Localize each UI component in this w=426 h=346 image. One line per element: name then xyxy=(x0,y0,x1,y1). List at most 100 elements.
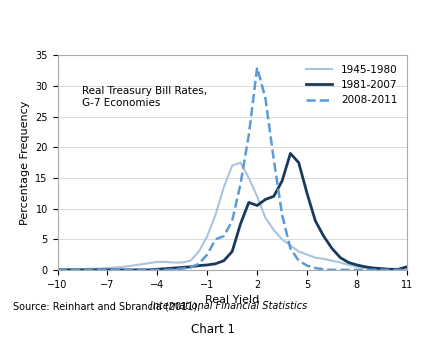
2008-2011 xyxy=(279,213,285,217)
2008-2011 xyxy=(305,264,310,268)
1981-2007 xyxy=(363,265,368,269)
1981-2007 xyxy=(171,266,176,270)
1945-1980 xyxy=(213,213,218,217)
X-axis label: Real Yield: Real Yield xyxy=(205,295,259,305)
1945-1980 xyxy=(188,258,193,263)
1981-2007 xyxy=(404,265,409,269)
1981-2007 xyxy=(279,179,285,183)
2008-2011 xyxy=(88,268,93,272)
1945-1980 xyxy=(388,267,393,271)
1981-2007 xyxy=(305,191,310,195)
1945-1980 xyxy=(138,262,143,266)
1945-1980 xyxy=(271,228,276,232)
1981-2007 xyxy=(147,268,152,272)
2008-2011 xyxy=(363,268,368,272)
2008-2011 xyxy=(97,268,102,272)
2008-2011 xyxy=(130,268,135,272)
1945-1980 xyxy=(255,194,260,198)
2008-2011 xyxy=(388,268,393,272)
1981-2007 xyxy=(230,249,235,254)
1945-1980 xyxy=(204,234,210,238)
2008-2011 xyxy=(321,267,326,271)
2008-2011 xyxy=(221,234,226,238)
1981-2007 xyxy=(88,268,93,272)
1981-2007 xyxy=(72,268,77,272)
1945-1980 xyxy=(88,266,93,271)
1981-2007 xyxy=(221,258,226,263)
1945-1980 xyxy=(354,265,360,269)
2008-2011 xyxy=(238,182,243,186)
1945-1980 xyxy=(113,265,118,270)
1945-1980 xyxy=(196,249,201,254)
2008-2011 xyxy=(213,237,218,241)
1981-2007 xyxy=(313,219,318,223)
1981-2007 xyxy=(246,200,251,204)
1981-2007 xyxy=(238,222,243,226)
2008-2011 xyxy=(404,268,409,272)
1981-2007 xyxy=(338,256,343,260)
1945-1980 xyxy=(305,253,310,257)
Text: Source: Reinhart and Sbrancia (2011),: Source: Reinhart and Sbrancia (2011), xyxy=(13,301,203,311)
1981-2007 xyxy=(163,266,168,271)
1981-2007 xyxy=(354,263,360,267)
1981-2007 xyxy=(379,266,384,271)
2008-2011 xyxy=(196,262,201,266)
1945-1980 xyxy=(379,267,384,271)
2008-2011 xyxy=(138,268,143,272)
1945-1980 xyxy=(121,265,127,269)
2008-2011 xyxy=(296,258,301,263)
2008-2011 xyxy=(329,268,334,272)
1945-1980 xyxy=(396,267,401,271)
1945-1980 xyxy=(296,249,301,254)
1981-2007 xyxy=(180,265,185,270)
2008-2011 xyxy=(255,65,260,70)
1945-1980 xyxy=(155,260,160,264)
2008-2011 xyxy=(113,268,118,272)
2008-2011 xyxy=(288,246,293,251)
1981-2007 xyxy=(80,268,85,272)
1981-2007 xyxy=(263,197,268,201)
Text: Real Treasury Bill Rates,
G-7 Economies: Real Treasury Bill Rates, G-7 Economies xyxy=(83,86,207,108)
2008-2011 xyxy=(354,268,360,272)
1945-1980 xyxy=(246,176,251,180)
Text: Ribbet: Ribbet xyxy=(11,9,67,24)
1981-2007 xyxy=(113,268,118,272)
1981-2007 xyxy=(271,194,276,198)
1945-1980 xyxy=(147,261,152,265)
1945-1980 xyxy=(346,263,351,267)
1945-1980 xyxy=(371,266,376,271)
2008-2011 xyxy=(379,268,384,272)
1981-2007 xyxy=(288,151,293,155)
Text: Chart 1: Chart 1 xyxy=(191,322,235,336)
1945-1980 xyxy=(329,258,334,263)
2008-2011 xyxy=(80,268,85,272)
1945-1980 xyxy=(163,260,168,264)
2008-2011 xyxy=(271,157,276,162)
2008-2011 xyxy=(204,253,210,257)
1981-2007 xyxy=(97,268,102,272)
1945-1980 xyxy=(338,261,343,265)
1981-2007 xyxy=(213,262,218,266)
1945-1980 xyxy=(180,261,185,265)
2008-2011 xyxy=(263,96,268,100)
1981-2007 xyxy=(155,267,160,271)
2008-2011 xyxy=(63,268,69,272)
Line: 1945-1980: 1945-1980 xyxy=(58,163,407,269)
2008-2011 xyxy=(246,133,251,137)
1981-2007 xyxy=(196,264,201,268)
2008-2011 xyxy=(105,268,110,272)
Line: 1981-2007: 1981-2007 xyxy=(58,153,407,270)
1945-1980 xyxy=(72,267,77,271)
Legend: 1945-1980, 1981-2007, 2008-2011: 1945-1980, 1981-2007, 2008-2011 xyxy=(302,61,402,109)
1945-1980 xyxy=(263,216,268,220)
2008-2011 xyxy=(147,268,152,272)
1981-2007 xyxy=(63,268,69,272)
1981-2007 xyxy=(130,268,135,272)
1945-1980 xyxy=(97,266,102,271)
1981-2007 xyxy=(55,268,60,272)
1981-2007 xyxy=(296,161,301,165)
1981-2007 xyxy=(371,266,376,270)
1945-1980 xyxy=(80,267,85,271)
1981-2007 xyxy=(346,261,351,265)
2008-2011 xyxy=(155,268,160,272)
